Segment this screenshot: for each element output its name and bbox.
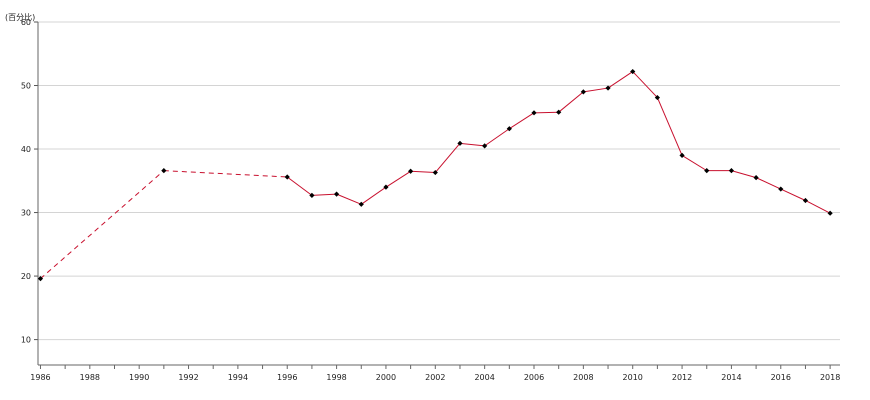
data-markers bbox=[37, 68, 833, 282]
x-tick-label: 1992 bbox=[178, 373, 198, 382]
data-point bbox=[482, 143, 488, 149]
data-point bbox=[432, 169, 438, 176]
data-point bbox=[383, 184, 389, 190]
series-segment bbox=[583, 87, 609, 93]
series-segment bbox=[558, 91, 584, 113]
data-point bbox=[704, 168, 710, 174]
data-point bbox=[531, 110, 537, 116]
data-point bbox=[827, 210, 833, 216]
series-segment bbox=[533, 111, 559, 114]
series-segment bbox=[286, 176, 313, 196]
x-tick-label: 2016 bbox=[771, 373, 791, 382]
x-tick-label: 2006 bbox=[524, 373, 544, 382]
x-tick-label: 1986 bbox=[30, 373, 50, 382]
x-tick-label: 2014 bbox=[721, 373, 741, 382]
data-point bbox=[309, 192, 315, 199]
data-point bbox=[408, 168, 414, 174]
x-tick-label: 2004 bbox=[474, 373, 494, 382]
axes: 10 20 30 40 50 60 1986 1988 1990 1992 1994 1996 1998… bbox=[21, 18, 840, 382]
gridlines bbox=[38, 21, 840, 341]
x-tick-label: 2018 bbox=[820, 373, 840, 382]
y-axis-label: (百分比) bbox=[5, 12, 35, 22]
data-point bbox=[753, 175, 759, 181]
series-segment bbox=[410, 170, 436, 174]
data-point bbox=[161, 168, 167, 174]
y-tick-label: 10 bbox=[21, 336, 31, 345]
y-tick-label: 30 bbox=[21, 209, 31, 218]
series-segment bbox=[656, 97, 683, 156]
x-tick-label: 1994 bbox=[228, 373, 248, 382]
data-point bbox=[37, 276, 44, 282]
y-tick-label: 20 bbox=[21, 272, 31, 281]
series-line bbox=[40, 71, 831, 279]
y-tick-label: 60 bbox=[21, 18, 31, 27]
series-segment bbox=[484, 128, 510, 147]
series-segment bbox=[731, 170, 757, 179]
x-tick-label: 2008 bbox=[573, 373, 593, 382]
x-tick-label: 2012 bbox=[672, 373, 692, 382]
x-tick-label: 2010 bbox=[623, 373, 643, 382]
series-segment bbox=[509, 112, 535, 130]
series-segment-dashed bbox=[163, 170, 288, 178]
data-point bbox=[802, 197, 809, 204]
data-point bbox=[728, 168, 735, 174]
series-segment-dashed bbox=[40, 170, 165, 279]
series-segment bbox=[336, 193, 362, 205]
x-tick-label: 1996 bbox=[277, 373, 297, 382]
data-point bbox=[580, 89, 586, 95]
y-tick-label: 40 bbox=[21, 145, 31, 154]
x-tick-label: 2000 bbox=[376, 373, 396, 382]
x-tick-label: 1998 bbox=[326, 373, 346, 382]
data-point bbox=[654, 94, 660, 101]
data-point bbox=[605, 85, 611, 91]
data-point bbox=[284, 174, 290, 180]
series-segment bbox=[607, 71, 633, 89]
data-point bbox=[333, 191, 340, 197]
series-segment bbox=[780, 188, 806, 201]
series-segment bbox=[632, 71, 658, 98]
data-point bbox=[679, 152, 685, 158]
series-segment bbox=[805, 200, 831, 214]
series-segment bbox=[459, 142, 485, 147]
data-point bbox=[556, 109, 562, 115]
series-segment bbox=[360, 186, 387, 205]
data-point bbox=[778, 186, 784, 192]
data-point bbox=[457, 140, 463, 146]
series-segment bbox=[681, 154, 708, 172]
series-segment bbox=[434, 142, 461, 173]
data-point bbox=[630, 68, 636, 75]
series-segment bbox=[311, 193, 337, 196]
x-tick-label: 1990 bbox=[129, 373, 149, 382]
x-tick-label: 2002 bbox=[425, 373, 445, 382]
x-tick-label: 1988 bbox=[80, 373, 100, 382]
data-point bbox=[506, 126, 512, 132]
y-tick-label: 50 bbox=[21, 82, 31, 91]
series-segment bbox=[755, 177, 781, 190]
data-point bbox=[358, 201, 364, 207]
series-segment bbox=[385, 170, 411, 188]
